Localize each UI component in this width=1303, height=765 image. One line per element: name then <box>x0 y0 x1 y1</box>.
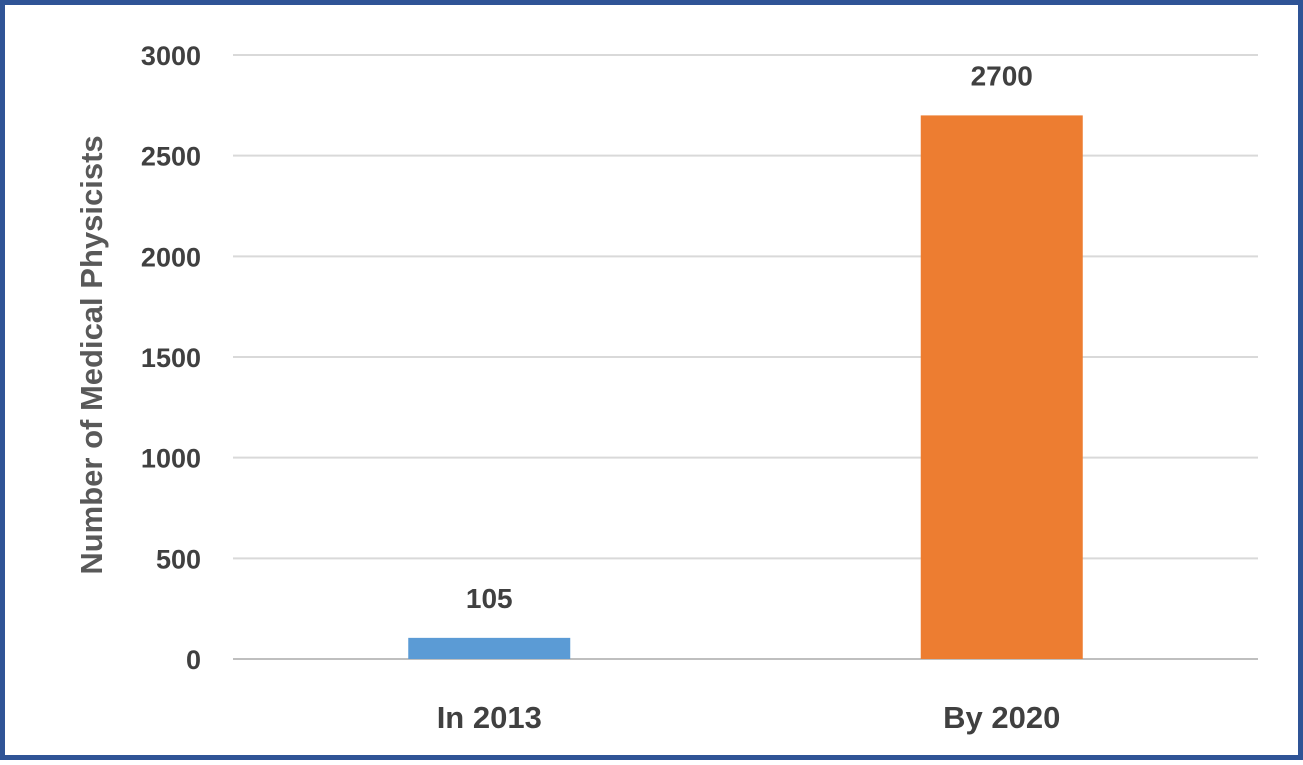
y-tick-label: 1000 <box>141 444 201 474</box>
gridlines <box>233 54 1258 660</box>
y-tick-label: 1500 <box>141 343 201 373</box>
bars <box>408 115 1083 659</box>
bar <box>920 115 1083 659</box>
y-tick-label: 3000 <box>141 41 201 71</box>
data-labels: 105 2700 <box>466 60 1033 613</box>
y-tick-label: 0 <box>186 645 201 675</box>
y-axis-title: Number of Medical Physicists <box>74 135 109 574</box>
bar-data-label: 2700 <box>971 60 1033 91</box>
y-axis-ticks: 0 500 1000 1500 2000 2500 3000 <box>141 41 201 675</box>
y-tick-label: 2500 <box>141 142 201 172</box>
bar-data-label: 105 <box>466 583 513 614</box>
bar <box>408 637 571 659</box>
y-tick-label: 2000 <box>141 242 201 272</box>
bar-chart: 0 500 1000 1500 2000 2500 3000 105 2700 In 2013… <box>74 41 1258 735</box>
x-axis-categories: In 2013 By 2020 <box>437 700 1061 735</box>
x-category-label: By 2020 <box>943 700 1060 735</box>
x-category-label: In 2013 <box>437 700 542 735</box>
y-tick-label: 500 <box>156 544 201 574</box>
